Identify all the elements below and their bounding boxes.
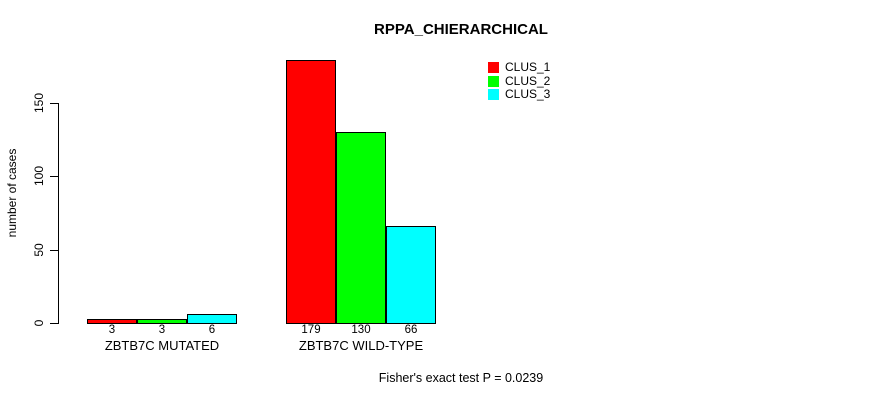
bar-CLUS_3 bbox=[187, 314, 237, 324]
legend-swatch bbox=[488, 62, 499, 74]
legend-label: CLUS_1 bbox=[505, 60, 551, 75]
legend-swatch bbox=[488, 75, 499, 87]
bar-CLUS_1 bbox=[87, 319, 137, 324]
legend-item: CLUS_2 bbox=[488, 74, 550, 87]
bar-value-label: 130 bbox=[351, 324, 371, 336]
bar-value-label: 66 bbox=[404, 324, 418, 336]
y-axis-tick-label: 150 bbox=[32, 92, 46, 114]
x-axis-category-label: ZBTB7C MUTATED bbox=[104, 338, 220, 353]
y-axis-title: number of cases bbox=[5, 148, 19, 238]
bar-CLUS_3 bbox=[386, 226, 436, 324]
legend-label: CLUS_3 bbox=[505, 86, 551, 101]
bar-value-label: 179 bbox=[301, 324, 321, 336]
bar-CLUS_1 bbox=[286, 60, 336, 324]
bar-value-label: 3 bbox=[108, 324, 116, 336]
y-axis-line bbox=[58, 103, 59, 324]
y-axis-tick bbox=[50, 176, 58, 177]
bar-value-label: 3 bbox=[158, 324, 166, 336]
y-axis-tick bbox=[50, 323, 58, 324]
legend-item: CLUS_3 bbox=[488, 86, 551, 101]
x-axis-category-label: ZBTB7C WILD-TYPE bbox=[298, 338, 424, 353]
chart-title: RPPA_CHIERARCHICAL bbox=[374, 21, 548, 38]
y-axis-tick-label: 0 bbox=[32, 319, 46, 327]
legend-item: CLUS_1 bbox=[488, 61, 550, 74]
y-axis-tick bbox=[50, 103, 58, 104]
annotation-fisher-test: Fisher's exact test P = 0.0239 bbox=[378, 371, 544, 385]
bar-CLUS_2 bbox=[137, 319, 187, 324]
legend-label: CLUS_2 bbox=[505, 73, 551, 88]
legend: CLUS_1 CLUS_2 CLUS_3 bbox=[488, 61, 550, 101]
y-axis-tick-label: 50 bbox=[32, 243, 46, 257]
bar-value-label: 6 bbox=[208, 324, 216, 336]
y-axis-tick-label: 100 bbox=[32, 165, 46, 187]
legend-swatch bbox=[488, 88, 499, 100]
bar-CLUS_2 bbox=[336, 132, 386, 324]
y-axis-tick bbox=[50, 250, 58, 251]
